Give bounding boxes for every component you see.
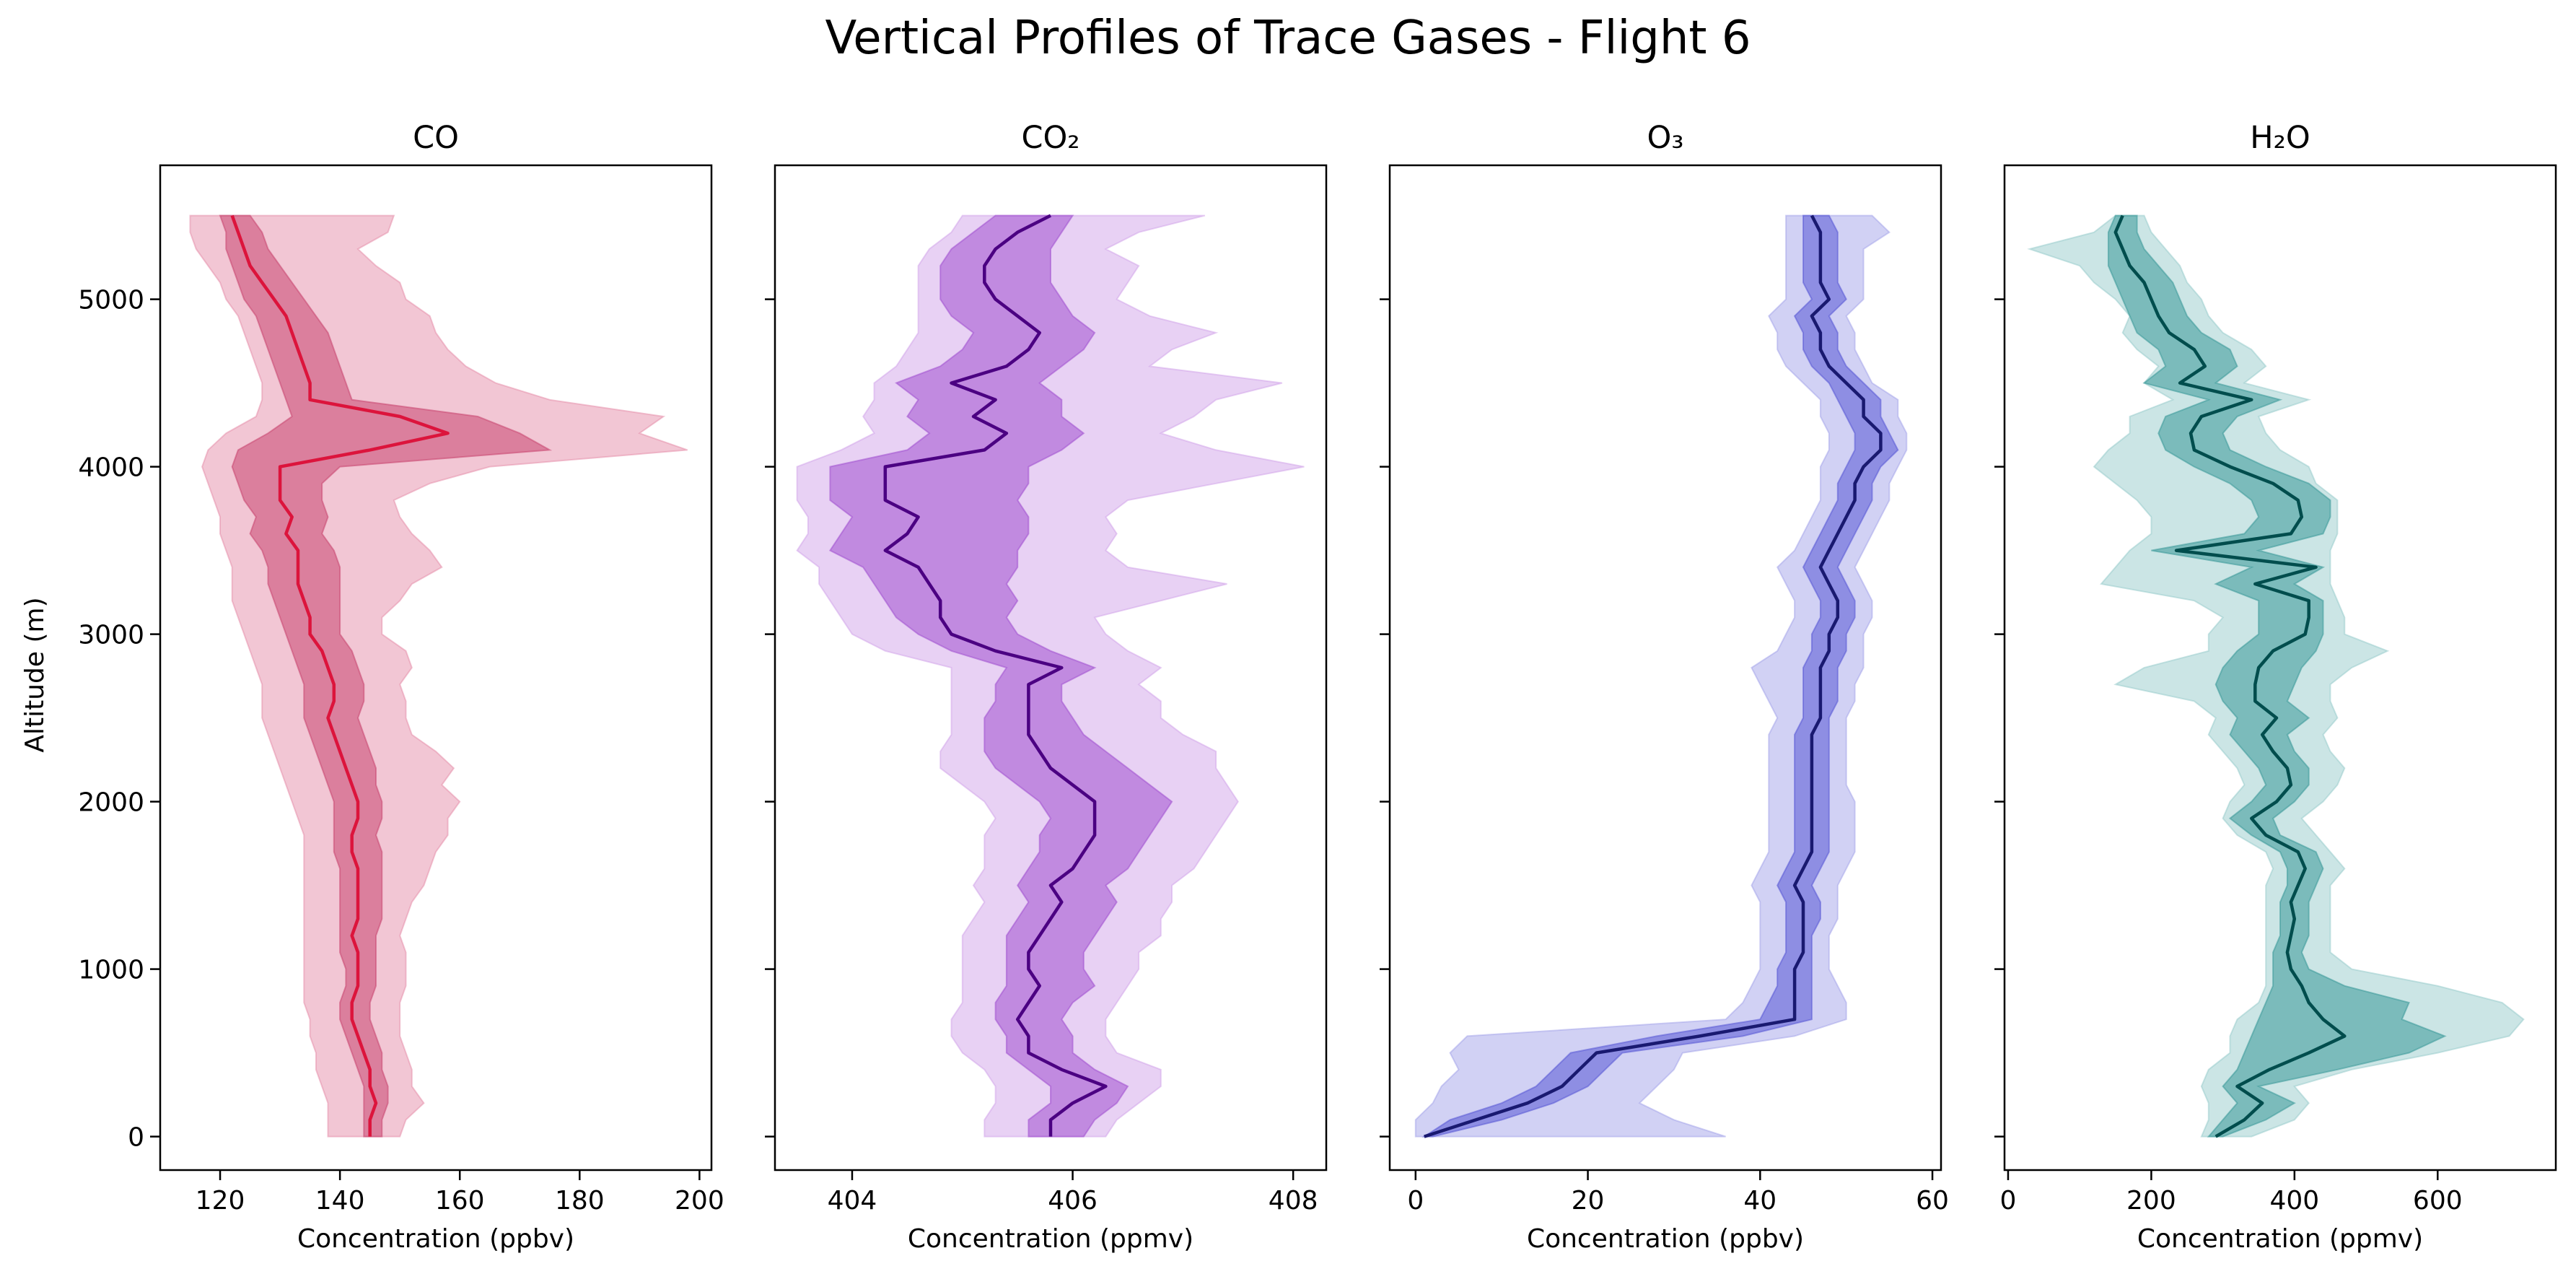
x-tick-label: 120	[196, 1186, 245, 1216]
y-tick-label: 5000	[78, 286, 144, 315]
x-tick-label: 404	[828, 1186, 877, 1216]
x-tick-label: 408	[1269, 1186, 1318, 1216]
axes-frame	[774, 164, 1328, 1172]
x-axis-label: Concentration (ppmv)	[908, 1224, 1193, 1254]
axes-frame	[1388, 164, 1942, 1172]
mean-profile-line	[2113, 214, 2347, 1138]
y-tick-label: 1000	[78, 956, 144, 985]
panel-title: CO₂	[1021, 120, 1079, 156]
panel-0: 120 140 160 180 200010002000300040005000COCo…	[78, 120, 724, 1254]
inner-range-band	[1421, 214, 1899, 1138]
x-tick-label: 0	[1407, 1186, 1424, 1216]
x-tick-label: 140	[315, 1186, 365, 1216]
x-tick-label: 600	[2413, 1186, 2463, 1216]
axes-frame	[2003, 164, 2557, 1172]
y-tick-label: 0	[128, 1123, 144, 1153]
x-axis-label: Concentration (ppbv)	[297, 1224, 574, 1254]
outer-range-band	[189, 214, 688, 1138]
x-tick-label: 200	[675, 1186, 724, 1216]
x-tick-label: 60	[1916, 1186, 1949, 1216]
y-tick-label: 4000	[78, 453, 144, 483]
y-tick-label: 3000	[78, 621, 144, 650]
mean-profile-line	[230, 214, 450, 1137]
panel-title: O₃	[1647, 120, 1683, 156]
mean-profile-line	[1424, 214, 1883, 1138]
panel-2: 0 20 40 60 O₃ Concentration (ppbv)	[1380, 120, 1949, 1254]
panel-title: H₂O	[2250, 120, 2310, 156]
y-tick-label: 2000	[78, 788, 144, 818]
outer-range-band	[1414, 214, 1908, 1138]
panel-3: 0 200 400 600 H₂O Concentration (ppmv)	[1994, 120, 2557, 1254]
figure-title: Vertical Profiles of Trace Gases - Fligh…	[825, 12, 1751, 65]
x-tick-label: 406	[1048, 1186, 1098, 1216]
panel-title: CO	[413, 120, 459, 156]
panel-1: 404 406 408 CO₂ Concentration (ppmv)	[765, 120, 1328, 1254]
chart-panels: 120 140 160 180 200010002000300040005000COCo…	[78, 120, 2557, 1254]
axes-frame	[159, 164, 713, 1172]
x-tick-label: 200	[2126, 1186, 2176, 1216]
x-axis-label: Concentration (ppbv)	[1527, 1224, 1804, 1254]
x-tick-label: 40	[1743, 1186, 1777, 1216]
x-tick-label: 180	[555, 1186, 605, 1216]
x-tick-label: 0	[2000, 1186, 2017, 1216]
y-axis-label: Altitude (m)	[20, 597, 50, 752]
x-axis-label: Concentration (ppmv)	[2137, 1224, 2423, 1254]
x-tick-label: 400	[2269, 1186, 2319, 1216]
x-tick-label: 20	[1572, 1186, 1605, 1216]
mean-profile-line	[883, 214, 1108, 1137]
inner-range-band	[219, 214, 553, 1138]
inner-range-band	[828, 214, 1173, 1138]
x-tick-label: 160	[435, 1186, 485, 1216]
